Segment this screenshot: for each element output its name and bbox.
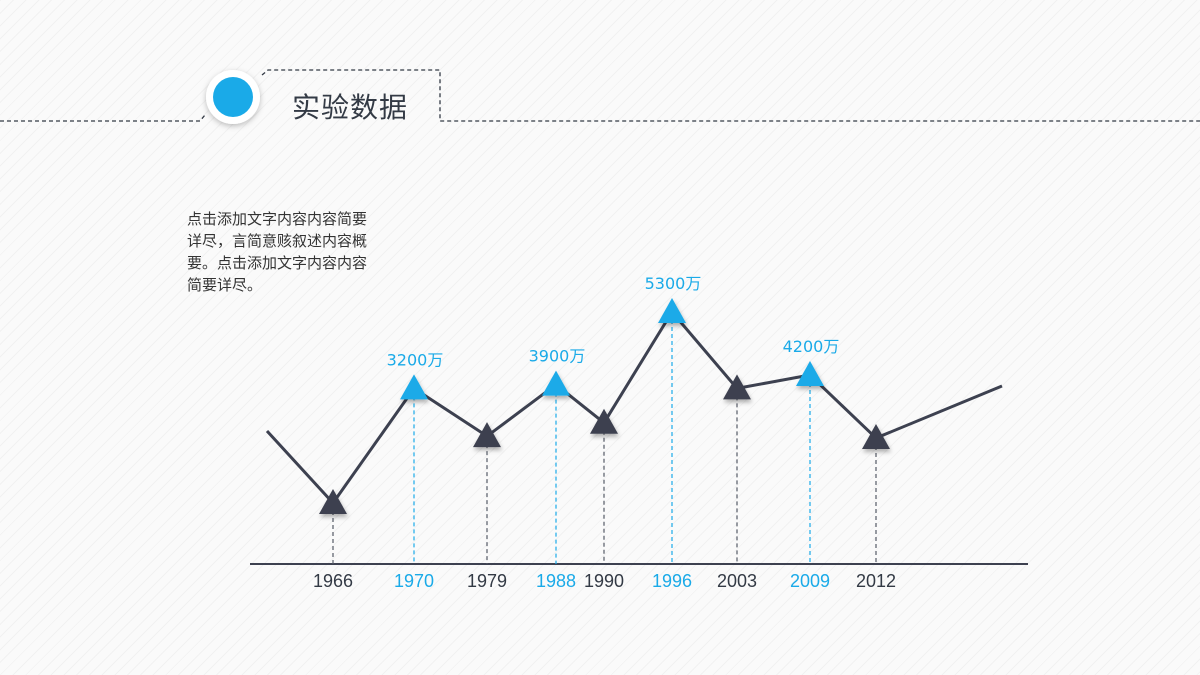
description-line: 详尽，言简意赅叙述内容概 [187,232,368,250]
data-point-marker [319,489,347,514]
data-point-marker [862,424,890,450]
x-tick-label: 1996 [652,571,692,591]
description-line: 简要详尽。 [187,276,263,294]
x-tick-label: 1970 [394,571,434,591]
x-tick-label: 1966 [313,571,353,591]
x-tick-label: 1988 [536,571,576,591]
data-point-marker [723,374,751,400]
data-point-marker [542,370,570,396]
data-value-label: 3200万 [387,350,444,369]
x-tick-label: 1990 [584,571,624,591]
data-point-marker [658,298,686,323]
x-tick-label: 2012 [856,571,896,591]
data-point-marker [400,374,428,400]
data-point-marker [796,361,824,387]
data-value-label: 4200万 [783,337,840,356]
header-circle-inner-icon [213,77,253,117]
description-text: 点击添加文字内容内容简要 详尽，言简意赅叙述内容概 要。点击添加文字内容内容 简… [187,208,397,296]
description-line: 要。点击添加文字内容内容 [187,254,368,272]
x-tick-label: 2009 [790,571,830,591]
data-point-marker [473,422,501,448]
data-value-label: 5300万 [645,274,702,293]
data-point-marker [590,408,618,434]
data-value-label: 3900万 [529,347,586,366]
x-tick-label: 2003 [717,571,757,591]
header-dashed-line [0,69,1200,122]
description-line: 点击添加文字内容内容简要 [187,210,368,228]
x-tick-label: 1979 [467,571,507,591]
series-line [265,310,1003,505]
page-title: 实验数据 [292,91,409,124]
